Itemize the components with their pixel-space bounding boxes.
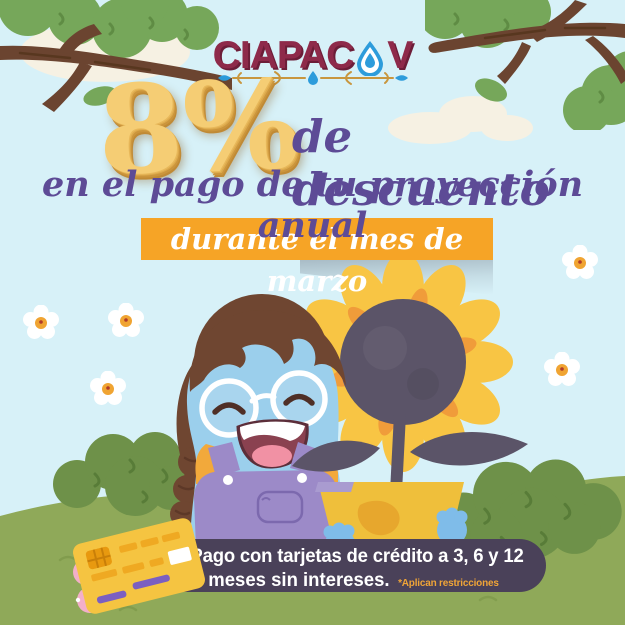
- tree-branch-top-left-icon: [0, 0, 232, 112]
- tree-branch-top-right-icon: [425, 0, 625, 130]
- payment-terms-banner: *Pago con tarjetas de crédito a 3, 6 y 1…: [161, 539, 546, 592]
- payment-terms-line1: *Pago con tarjetas de crédito a 3, 6 y 1…: [183, 545, 524, 567]
- mascot-bangs: [189, 310, 346, 392]
- restrictions-note: *Aplican restricciones: [398, 577, 499, 589]
- cloud: [388, 96, 533, 144]
- white-flower-icon: [544, 352, 580, 386]
- logo: CIAPAC V: [0, 34, 625, 78]
- logo-text-left: CIAPAC: [212, 34, 355, 77]
- logo-divider-icon: [218, 71, 408, 85]
- sunflower: [293, 252, 513, 472]
- water-drop-icon: [357, 41, 384, 76]
- credit-card-icon: [71, 516, 207, 616]
- sunflower-center: [340, 299, 466, 425]
- sunflower-stem: [390, 414, 406, 492]
- white-flower-icon: [23, 305, 59, 339]
- white-flower-icon: [90, 371, 126, 405]
- headline-line2: en el pago de tu proyección anual: [41, 164, 584, 246]
- sunflower-leaf-left: [292, 440, 380, 472]
- headline-line1: de descuento: [292, 110, 550, 216]
- white-flower-icon: [562, 245, 598, 279]
- closed-eyes: [212, 393, 315, 415]
- card-chip: [84, 545, 113, 571]
- sunflower-leaf-right: [410, 432, 528, 466]
- payment-terms-line2: meses sin intereses.: [208, 569, 390, 591]
- white-flower-icon: [108, 303, 144, 337]
- month-ribbon: durante el mes de marzo: [141, 218, 493, 298]
- logo-text-right: V: [387, 34, 413, 77]
- credit-card-group: [58, 516, 208, 624]
- smiling-mouth: [236, 419, 309, 469]
